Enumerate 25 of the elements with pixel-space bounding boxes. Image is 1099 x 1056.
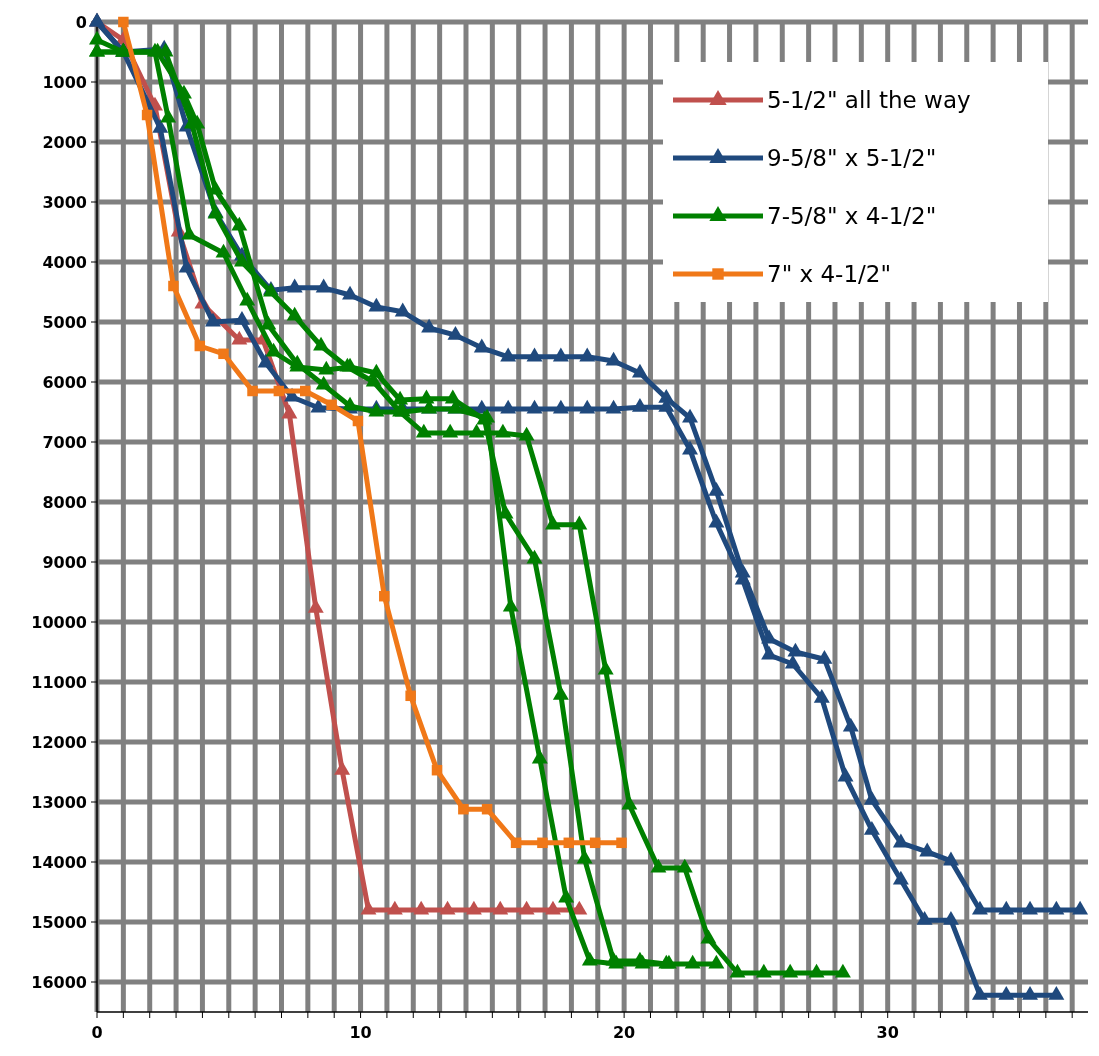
x-tick-label: 30: [876, 1023, 899, 1042]
y-tick-label: 12000: [31, 732, 87, 752]
y-tick-label: 2000: [42, 132, 87, 152]
y-tick-label: 11000: [31, 672, 87, 692]
y-tick-label: 7000: [42, 432, 87, 452]
y-tick-label: 15000: [31, 912, 87, 932]
legend-label: 9-5/8" x 5-1/2": [767, 145, 937, 172]
y-tick-label: 9000: [42, 552, 87, 572]
y-tick-label: 4000: [42, 252, 87, 272]
legend-label: 7" x 4-1/2": [767, 261, 891, 288]
legend-label: 5-1/2" all the way: [767, 87, 971, 114]
y-tick-label: 16000: [31, 972, 87, 992]
y-tick-label: 10000: [31, 612, 87, 632]
x-tick-label: 20: [612, 1023, 636, 1042]
y-tick-label: 14000: [31, 852, 87, 872]
y-tick-label: 0: [75, 12, 87, 32]
y-tick-label: 5000: [42, 312, 87, 332]
x-tick-label: 0: [91, 1023, 103, 1042]
x-tick-label: 10: [349, 1023, 372, 1042]
y-tick-label: 8000: [42, 492, 87, 512]
legend-label: 7-5/8" x 4-1/2": [767, 203, 937, 230]
y-tick-label: 3000: [42, 192, 87, 212]
y-tick-label: 6000: [42, 372, 87, 392]
y-tick-label: 1000: [42, 72, 87, 92]
y-tick-label: 13000: [31, 792, 87, 812]
